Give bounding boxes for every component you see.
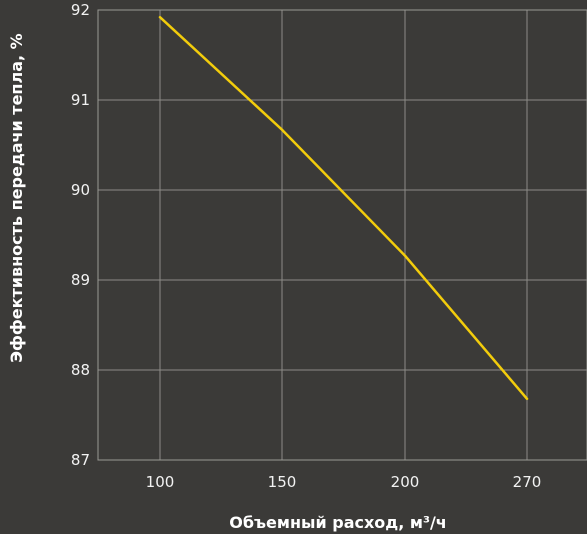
x-tick-label: 200 — [391, 473, 420, 491]
y-tick-label: 92 — [71, 1, 90, 19]
plot-frame — [97, 9, 587, 461]
y-axis-title: Эффективность передачи тепла, % — [7, 33, 26, 362]
grid — [98, 9, 587, 461]
y-tick-label: 90 — [71, 181, 90, 199]
x-axis-title: Объемный расход, м³/ч — [229, 513, 447, 532]
y-tick-label: 91 — [71, 91, 90, 109]
y-tick-label: 89 — [71, 271, 90, 289]
x-tick-labels: 100 150 200 270 — [146, 473, 542, 491]
x-tick-label: 270 — [513, 473, 542, 491]
efficiency-series-line — [158, 15, 529, 401]
series — [158, 15, 529, 401]
y-tick-labels: 87 88 89 90 91 92 — [71, 1, 90, 469]
x-tick-label: 150 — [268, 473, 297, 491]
x-tick-label: 100 — [146, 473, 175, 491]
y-tick-label: 87 — [71, 451, 90, 469]
y-tick-label: 88 — [71, 361, 90, 379]
